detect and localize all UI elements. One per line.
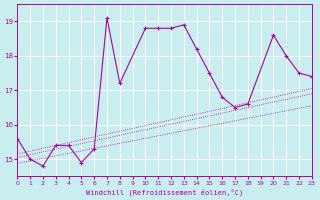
X-axis label: Windchill (Refroidissement éolien,°C): Windchill (Refroidissement éolien,°C) [86, 188, 243, 196]
